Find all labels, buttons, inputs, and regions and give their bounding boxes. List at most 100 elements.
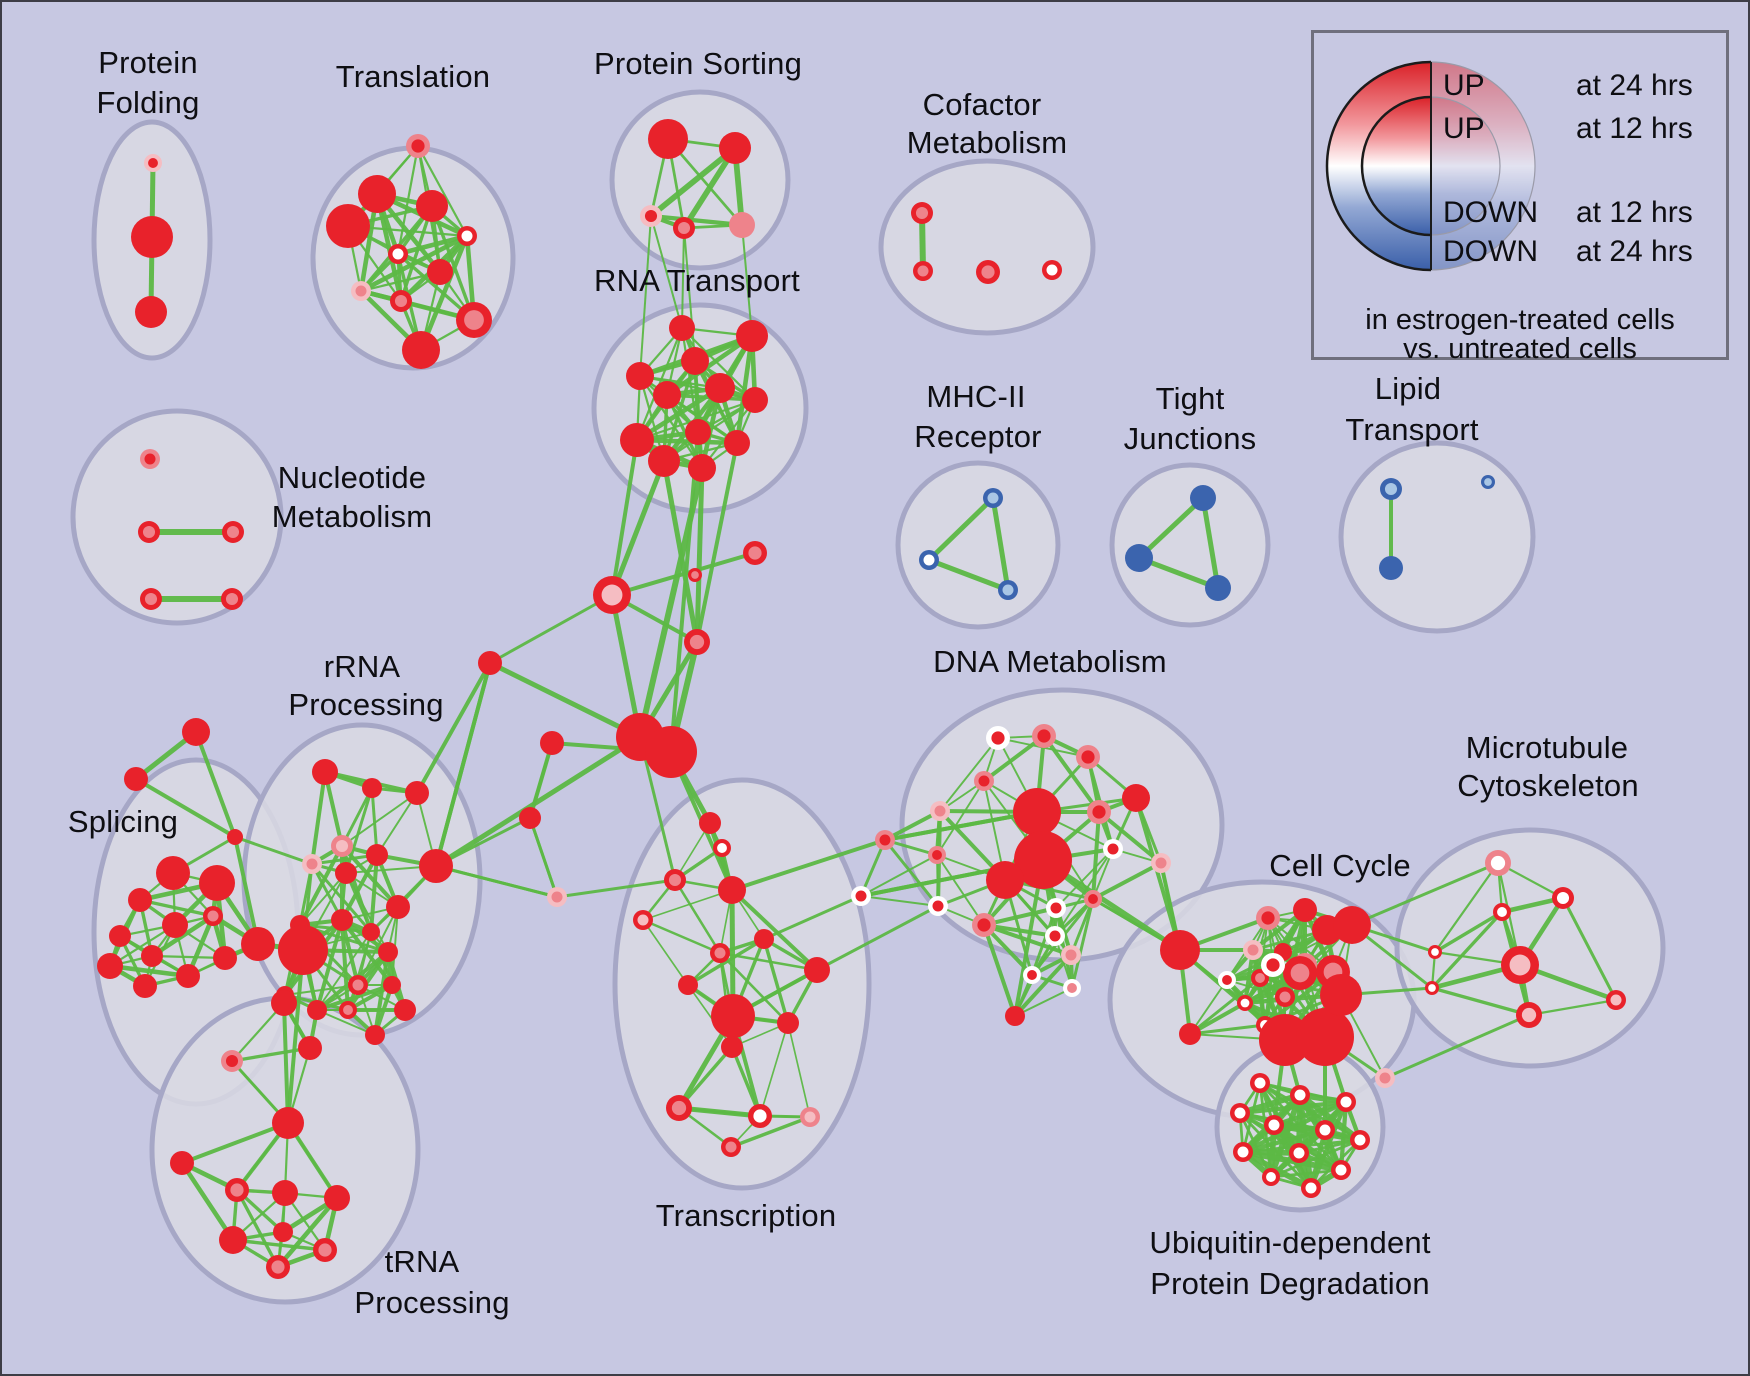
network-node-protein-sorting[interactable] [719, 132, 751, 164]
network-node-rrna-processing[interactable] [331, 909, 353, 931]
network-node-rna-transport[interactable] [620, 423, 654, 457]
network-node-trna-processing[interactable] [272, 1107, 304, 1139]
network-edge [315, 919, 344, 1011]
network-node-trna-processing[interactable] [324, 1185, 350, 1211]
network-node-rrna-processing[interactable] [278, 925, 328, 975]
network-node-cell-cycle[interactable] [1293, 898, 1317, 922]
network-node-splicing[interactable] [97, 953, 123, 979]
network-node-tight-junctions[interactable] [1190, 485, 1216, 511]
network-node-trna-processing[interactable] [272, 1180, 298, 1206]
network-node-trna-processing[interactable] [170, 1151, 194, 1175]
network-node-rrna-processing[interactable] [540, 731, 564, 755]
network-node-splicing[interactable] [156, 856, 190, 890]
network-node-splicing[interactable] [227, 829, 243, 845]
network-node-tight-junctions[interactable] [1205, 575, 1231, 601]
network-node-rna-transport[interactable] [653, 381, 681, 409]
network-node-rrna-processing[interactable] [378, 942, 398, 962]
network-node-rna-transport[interactable] [724, 430, 750, 456]
network-node-splicing[interactable] [182, 718, 210, 746]
network-node-tight-junctions[interactable] [1125, 544, 1153, 572]
network-edge [650, 213, 743, 228]
network-node-protein-folding[interactable] [131, 216, 173, 258]
network-node-core [1319, 1124, 1331, 1136]
network-node-rrna-processing[interactable] [519, 807, 541, 829]
network-node-translation[interactable] [427, 259, 453, 285]
network-node-transcription[interactable] [711, 994, 755, 1038]
network-node-splicing[interactable] [109, 925, 131, 947]
network-node-central-hub[interactable] [645, 726, 697, 778]
network-node-splicing[interactable] [133, 974, 157, 998]
network-node-splicing[interactable] [241, 927, 275, 961]
network-node-rrna-processing[interactable] [365, 1025, 385, 1045]
network-node-rrna-processing[interactable] [386, 895, 410, 919]
network-node-splicing[interactable] [124, 767, 148, 791]
network-node-rrna-processing[interactable] [366, 844, 388, 866]
network-node-transcription[interactable] [699, 812, 721, 834]
network-node-rna-transport[interactable] [705, 373, 735, 403]
network-node-protein-folding[interactable] [135, 296, 167, 328]
network-node-transcription[interactable] [754, 929, 774, 949]
network-node-transcription[interactable] [721, 1036, 743, 1058]
network-node-core [1049, 930, 1061, 942]
network-node-transcription[interactable] [678, 975, 698, 995]
network-edge [719, 951, 818, 972]
network-node-trna-processing[interactable] [298, 1036, 322, 1060]
legend-row: UP at 12 hrs [1314, 112, 1726, 150]
network-node-rrna-processing[interactable] [394, 999, 416, 1021]
network-node-rrna-processing[interactable] [307, 1000, 327, 1020]
network-node-rrna-processing[interactable] [419, 849, 453, 883]
network-node-rna-transport[interactable] [688, 454, 716, 482]
network-node-rrna-processing[interactable] [335, 862, 357, 884]
network-node-cell-cycle[interactable] [1179, 1023, 1201, 1045]
network-node-rna-transport[interactable] [685, 419, 711, 445]
network-node-trna-processing[interactable] [273, 1222, 293, 1242]
network-node-trna-processing[interactable] [271, 990, 297, 1016]
network-node-translation[interactable] [326, 204, 370, 248]
network-node-rrna-processing[interactable] [312, 759, 338, 785]
network-edge [134, 777, 237, 839]
network-node-cell-cycle[interactable] [1320, 974, 1362, 1016]
network-node-dna-metabolism[interactable] [1014, 831, 1072, 889]
network-node-core [318, 1243, 332, 1257]
network-node-rna-transport[interactable] [669, 315, 695, 341]
network-node-rna-transport[interactable] [626, 362, 654, 390]
network-node-dna-metabolism[interactable] [986, 861, 1024, 899]
network-edge [816, 904, 939, 972]
network-node-rrna-processing[interactable] [362, 923, 380, 941]
network-node-rrna-processing[interactable] [383, 976, 401, 994]
network-node-rna-transport[interactable] [648, 445, 680, 477]
network-node-rrna-processing[interactable] [362, 778, 382, 798]
network-node-rna-transport[interactable] [742, 387, 768, 413]
network-node-splicing[interactable] [141, 945, 163, 967]
network-node-dna-metabolism[interactable] [1005, 1006, 1025, 1026]
network-node-transcription[interactable] [804, 957, 830, 983]
network-node-translation[interactable] [416, 190, 448, 222]
network-node-core [804, 1111, 816, 1123]
network-node-protein-sorting[interactable] [648, 119, 688, 159]
network-node-trna-processing[interactable] [219, 1226, 247, 1254]
network-node-rrna-processing[interactable] [405, 781, 429, 805]
network-node-translation[interactable] [358, 175, 396, 213]
network-node-cell-cycle[interactable] [1333, 906, 1371, 944]
network-node-dna-metabolism[interactable] [1160, 930, 1200, 970]
network-node-lipid-transport[interactable] [1379, 556, 1403, 580]
network-node-core [411, 139, 425, 153]
network-node-splicing[interactable] [199, 865, 235, 901]
network-node-protein-sorting[interactable] [729, 212, 755, 238]
network-node-splicing[interactable] [128, 888, 152, 912]
network-node-rna-transport[interactable] [681, 347, 709, 375]
network-node-translation[interactable] [402, 331, 440, 369]
network-node-transcription[interactable] [718, 876, 746, 904]
network-node-cell-cycle[interactable] [1296, 1008, 1354, 1066]
network-node-dna-metabolism[interactable] [1013, 788, 1061, 836]
network-node-dna-metabolism[interactable] [1122, 784, 1150, 812]
network-edge [639, 215, 652, 377]
network-edge [233, 836, 260, 945]
network-node-rna-transport[interactable] [736, 320, 768, 352]
network-node-core [991, 731, 1005, 745]
network-node-transcription[interactable] [777, 1012, 799, 1034]
network-node-splicing[interactable] [213, 946, 237, 970]
network-node-splicing[interactable] [162, 912, 188, 938]
network-node-splicing[interactable] [176, 964, 200, 988]
network-node-rrna-processing[interactable] [478, 651, 502, 675]
